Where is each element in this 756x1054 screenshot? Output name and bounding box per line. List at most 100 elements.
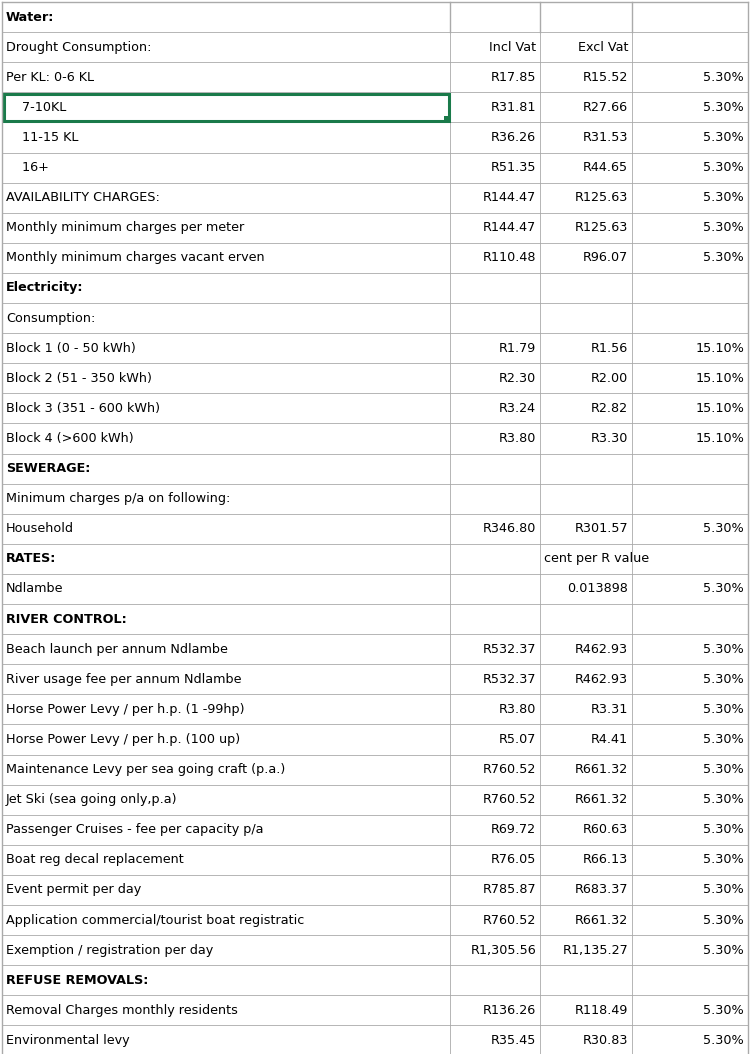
Text: R27.66: R27.66 xyxy=(583,101,628,114)
Text: R3.80: R3.80 xyxy=(499,432,536,445)
Text: Horse Power Levy / per h.p. (1 -99hp): Horse Power Levy / per h.p. (1 -99hp) xyxy=(6,703,244,716)
Text: 5.30%: 5.30% xyxy=(703,101,744,114)
Text: R144.47: R144.47 xyxy=(483,221,536,234)
Text: R144.47: R144.47 xyxy=(483,191,536,204)
Text: R683.37: R683.37 xyxy=(575,883,628,897)
Text: R31.53: R31.53 xyxy=(583,131,628,144)
Text: 5.30%: 5.30% xyxy=(703,1003,744,1017)
Text: R15.52: R15.52 xyxy=(583,71,628,83)
Text: R3.31: R3.31 xyxy=(590,703,628,716)
Text: R76.05: R76.05 xyxy=(491,854,536,866)
Text: R3.24: R3.24 xyxy=(499,402,536,415)
Text: Ndlambe: Ndlambe xyxy=(6,583,64,596)
Text: R35.45: R35.45 xyxy=(491,1034,536,1047)
Text: 5.30%: 5.30% xyxy=(703,643,744,656)
Text: Drought Consumption:: Drought Consumption: xyxy=(6,41,151,54)
Text: 5.30%: 5.30% xyxy=(703,191,744,204)
Text: 5.30%: 5.30% xyxy=(703,883,744,897)
Text: R785.87: R785.87 xyxy=(482,883,536,897)
Text: 5.30%: 5.30% xyxy=(703,943,744,957)
Text: Monthly minimum charges vacant erven: Monthly minimum charges vacant erven xyxy=(6,251,265,265)
Text: River usage fee per annum Ndlambe: River usage fee per annum Ndlambe xyxy=(6,672,241,686)
Text: R125.63: R125.63 xyxy=(575,221,628,234)
Text: Water:: Water: xyxy=(6,11,54,23)
Text: R1,305.56: R1,305.56 xyxy=(470,943,536,957)
Text: R301.57: R301.57 xyxy=(575,522,628,535)
Text: Jet Ski (sea going only,p.a): Jet Ski (sea going only,p.a) xyxy=(6,794,178,806)
Text: R2.82: R2.82 xyxy=(591,402,628,415)
Text: 7-10KL: 7-10KL xyxy=(6,101,67,114)
Text: R3.80: R3.80 xyxy=(499,703,536,716)
Text: Application commercial/tourist boat registratic: Application commercial/tourist boat regi… xyxy=(6,914,304,926)
Text: 5.30%: 5.30% xyxy=(703,763,744,776)
Text: 0.013898: 0.013898 xyxy=(567,583,628,596)
Text: Maintenance Levy per sea going craft (p.a.): Maintenance Levy per sea going craft (p.… xyxy=(6,763,285,776)
Text: Environmental levy: Environmental levy xyxy=(6,1034,129,1047)
Text: R30.83: R30.83 xyxy=(583,1034,628,1047)
Text: 5.30%: 5.30% xyxy=(703,251,744,265)
Text: Beach launch per annum Ndlambe: Beach launch per annum Ndlambe xyxy=(6,643,228,656)
Text: Block 2 (51 - 350 kWh): Block 2 (51 - 350 kWh) xyxy=(6,372,152,385)
Text: R1.56: R1.56 xyxy=(590,341,628,354)
Text: 5.30%: 5.30% xyxy=(703,131,744,144)
Text: 15.10%: 15.10% xyxy=(695,432,744,445)
Text: Monthly minimum charges per meter: Monthly minimum charges per meter xyxy=(6,221,244,234)
Text: 5.30%: 5.30% xyxy=(703,914,744,926)
Text: Electricity:: Electricity: xyxy=(6,281,83,294)
Text: R44.65: R44.65 xyxy=(583,161,628,174)
Text: R60.63: R60.63 xyxy=(583,823,628,836)
Text: Excl Vat: Excl Vat xyxy=(578,41,628,54)
Text: 5.30%: 5.30% xyxy=(703,733,744,746)
Text: R31.81: R31.81 xyxy=(491,101,536,114)
Text: Incl Vat: Incl Vat xyxy=(489,41,536,54)
Text: 5.30%: 5.30% xyxy=(703,672,744,686)
Text: R51.35: R51.35 xyxy=(491,161,536,174)
Text: R5.07: R5.07 xyxy=(499,733,536,746)
Text: R760.52: R760.52 xyxy=(482,763,536,776)
Text: 5.30%: 5.30% xyxy=(703,583,744,596)
Text: R2.00: R2.00 xyxy=(590,372,628,385)
Text: RIVER CONTROL:: RIVER CONTROL: xyxy=(6,612,127,626)
Text: R96.07: R96.07 xyxy=(583,251,628,265)
Text: 5.30%: 5.30% xyxy=(703,161,744,174)
Text: Consumption:: Consumption: xyxy=(6,312,95,325)
Text: Removal Charges monthly residents: Removal Charges monthly residents xyxy=(6,1003,238,1017)
Text: R532.37: R532.37 xyxy=(482,643,536,656)
Text: SEWERAGE:: SEWERAGE: xyxy=(6,462,91,475)
Text: R661.32: R661.32 xyxy=(575,763,628,776)
Text: 5.30%: 5.30% xyxy=(703,522,744,535)
Text: R661.32: R661.32 xyxy=(575,794,628,806)
Text: RATES:: RATES: xyxy=(6,552,57,565)
Text: R36.26: R36.26 xyxy=(491,131,536,144)
Text: 5.30%: 5.30% xyxy=(703,823,744,836)
Text: R760.52: R760.52 xyxy=(482,914,536,926)
Text: R1,135.27: R1,135.27 xyxy=(562,943,628,957)
Text: R66.13: R66.13 xyxy=(583,854,628,866)
Text: R69.72: R69.72 xyxy=(491,823,536,836)
Text: Household: Household xyxy=(6,522,74,535)
Text: R136.26: R136.26 xyxy=(483,1003,536,1017)
Text: 16+: 16+ xyxy=(6,161,49,174)
Text: R532.37: R532.37 xyxy=(482,672,536,686)
Text: 5.30%: 5.30% xyxy=(703,703,744,716)
Text: Minimum charges p/a on following:: Minimum charges p/a on following: xyxy=(6,492,231,505)
FancyBboxPatch shape xyxy=(4,94,448,121)
Text: R125.63: R125.63 xyxy=(575,191,628,204)
Text: R346.80: R346.80 xyxy=(482,522,536,535)
Text: 15.10%: 15.10% xyxy=(695,372,744,385)
Text: AVAILABILITY CHARGES:: AVAILABILITY CHARGES: xyxy=(6,191,160,204)
Text: Event permit per day: Event permit per day xyxy=(6,883,141,897)
Text: Block 3 (351 - 600 kWh): Block 3 (351 - 600 kWh) xyxy=(6,402,160,415)
Text: R110.48: R110.48 xyxy=(482,251,536,265)
Text: 15.10%: 15.10% xyxy=(695,402,744,415)
Text: Block 1 (0 - 50 kWh): Block 1 (0 - 50 kWh) xyxy=(6,341,136,354)
Text: R462.93: R462.93 xyxy=(575,672,628,686)
Text: R462.93: R462.93 xyxy=(575,643,628,656)
Text: Passenger Cruises - fee per capacity p/a: Passenger Cruises - fee per capacity p/a xyxy=(6,823,264,836)
Text: 11-15 KL: 11-15 KL xyxy=(6,131,79,144)
Text: R760.52: R760.52 xyxy=(482,794,536,806)
Text: 15.10%: 15.10% xyxy=(695,341,744,354)
Text: 5.30%: 5.30% xyxy=(703,794,744,806)
Text: cent per R value: cent per R value xyxy=(544,552,649,565)
Text: R17.85: R17.85 xyxy=(491,71,536,83)
